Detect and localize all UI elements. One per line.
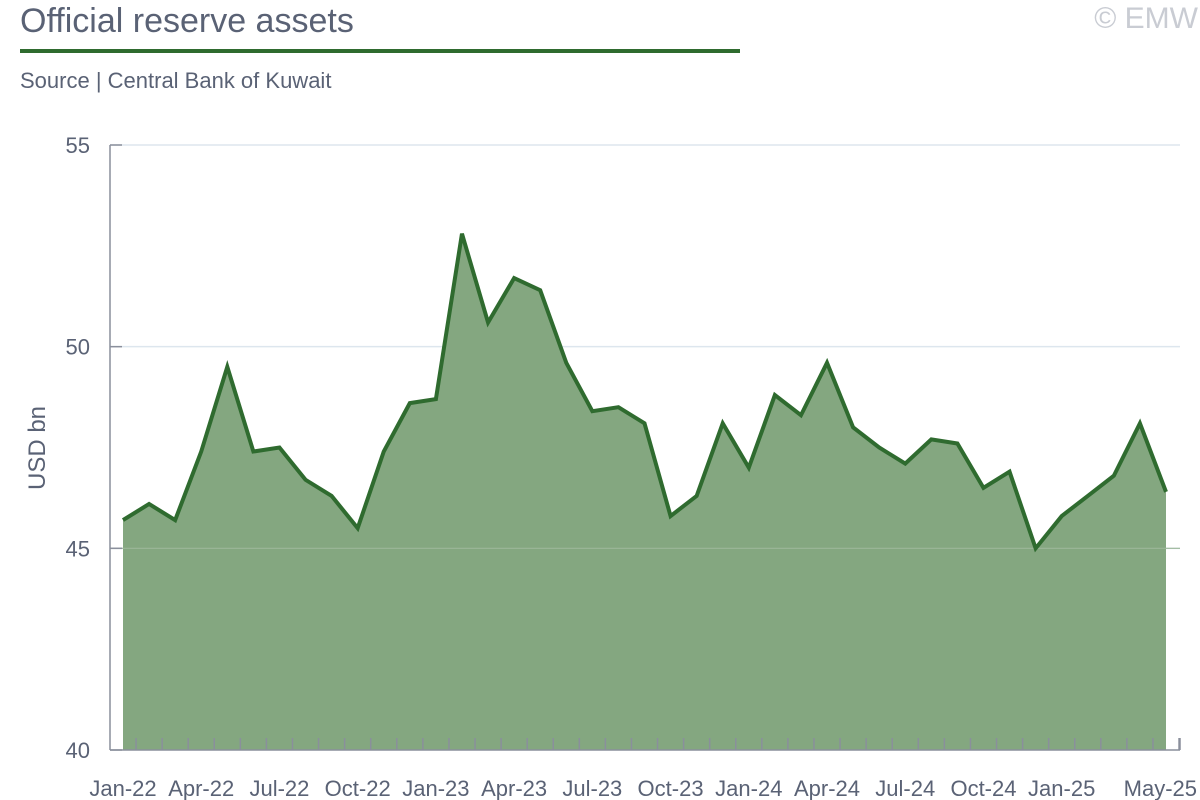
x-tick-labels: Jan-22 Apr-22 Jul-22 Oct-22 Jan-23 Apr-23 Jul-… xyxy=(89,776,1197,800)
x-tick-label-Oct-24: Oct-24 xyxy=(950,776,1016,800)
x-tick-label-Jul-22: Jul-22 xyxy=(249,776,309,800)
area-layer xyxy=(110,233,1180,751)
series-line xyxy=(121,233,1168,553)
x-tick-label-Apr-22: Apr-22 xyxy=(168,776,234,800)
x-tick-label-Jul-24: Jul-24 xyxy=(875,776,935,800)
axes xyxy=(109,144,1181,751)
y-tick-label-40: 40 xyxy=(66,738,90,763)
y-tick-label-50: 50 xyxy=(66,335,90,360)
y-axis-title: USD bn xyxy=(24,406,51,490)
x-tick-label-Apr-23: Apr-23 xyxy=(481,776,547,800)
title-underline xyxy=(20,49,740,53)
x-tick-label-Jan-22: Jan-22 xyxy=(89,776,156,800)
x-tick-label-Apr-24: Apr-24 xyxy=(794,776,860,800)
x-tick-label-Oct-23: Oct-23 xyxy=(638,776,704,800)
chart-source: Source | Central Bank of Kuwait xyxy=(20,68,332,93)
watermark: © EMW xyxy=(1094,2,1198,35)
x-tick-label-Oct-22: Oct-22 xyxy=(325,776,391,800)
x-tick-label-Jul-23: Jul-23 xyxy=(562,776,622,800)
y-tick-labels: 40 45 50 55 xyxy=(66,133,90,763)
x-tick-label-May-25: May-25 xyxy=(1124,776,1197,800)
x-tick-label-Jan-25: Jan-25 xyxy=(1028,776,1095,800)
y-tick-label-55: 55 xyxy=(66,133,90,158)
chart-title: Official reserve assets xyxy=(20,2,354,40)
x-tick-label-Jan-23: Jan-23 xyxy=(402,776,469,800)
series-area xyxy=(123,233,1166,751)
y-tick-label-45: 45 xyxy=(66,536,90,561)
x-tick-label-Jan-24: Jan-24 xyxy=(715,776,782,800)
